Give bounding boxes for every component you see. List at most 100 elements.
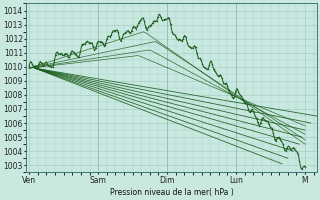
Point: [185, 41, 190, 45]
Point: [78, 50, 83, 53]
Point: [301, 165, 306, 168]
Point: [201, 65, 206, 69]
Point: [223, 82, 228, 85]
Point: [275, 137, 280, 140]
Point: [196, 56, 201, 59]
Point: [262, 119, 268, 122]
Point: [244, 102, 249, 105]
Point: [101, 44, 107, 47]
Point: [161, 18, 166, 22]
Point: [208, 60, 213, 63]
Point: [226, 89, 231, 92]
Point: [186, 45, 191, 48]
Point: [214, 72, 219, 75]
Point: [292, 146, 297, 150]
Point: [61, 54, 67, 57]
Point: [171, 33, 176, 36]
Point: [81, 42, 86, 46]
Point: [129, 29, 134, 33]
Point: [64, 52, 69, 55]
Point: [75, 55, 80, 58]
Point: [246, 107, 251, 110]
Point: [121, 33, 126, 36]
Point: [165, 17, 170, 20]
Point: [115, 30, 120, 33]
Point: [233, 90, 238, 93]
Point: [144, 28, 149, 31]
Point: [135, 25, 140, 28]
Point: [138, 19, 143, 23]
Point: [169, 30, 174, 33]
Point: [178, 38, 183, 41]
Point: [103, 43, 108, 46]
Point: [190, 46, 195, 50]
Point: [124, 31, 129, 34]
Point: [163, 18, 168, 21]
Point: [119, 37, 124, 40]
Point: [157, 13, 162, 16]
Point: [286, 145, 291, 148]
Point: [100, 41, 105, 44]
Point: [297, 159, 302, 162]
Point: [294, 150, 299, 153]
Point: [279, 140, 284, 143]
Point: [151, 19, 156, 23]
Point: [188, 45, 193, 49]
Point: [160, 19, 165, 22]
Point: [92, 48, 97, 51]
Point: [122, 32, 127, 35]
Point: [298, 166, 303, 169]
Point: [203, 66, 208, 69]
Point: [107, 35, 112, 38]
Point: [219, 76, 224, 79]
Point: [271, 131, 276, 134]
Point: [96, 40, 101, 43]
Point: [125, 29, 130, 32]
Point: [32, 64, 37, 68]
Point: [269, 127, 274, 130]
Point: [128, 32, 133, 35]
Point: [132, 25, 137, 29]
Point: [28, 60, 33, 63]
Point: [86, 41, 91, 44]
Point: [272, 137, 277, 141]
Point: [198, 58, 204, 62]
Point: [222, 82, 227, 86]
Point: [243, 101, 248, 104]
Point: [273, 139, 278, 143]
Point: [156, 15, 161, 18]
Point: [153, 20, 158, 23]
Point: [302, 165, 308, 168]
Point: [27, 64, 32, 67]
Point: [237, 93, 243, 96]
Point: [97, 40, 102, 43]
Point: [76, 55, 82, 59]
Point: [42, 63, 47, 66]
Point: [251, 111, 256, 114]
Point: [41, 64, 46, 68]
Point: [94, 42, 100, 45]
Point: [68, 52, 73, 55]
Point: [250, 108, 255, 111]
Point: [45, 62, 50, 65]
Point: [84, 41, 89, 44]
Point: [114, 28, 119, 32]
Point: [296, 152, 301, 156]
Point: [35, 65, 40, 68]
Point: [53, 53, 58, 57]
Point: [67, 56, 72, 59]
Point: [88, 41, 93, 45]
Point: [215, 74, 220, 77]
Point: [143, 26, 148, 29]
Point: [248, 109, 253, 112]
Point: [183, 36, 188, 39]
Point: [197, 57, 202, 60]
Point: [217, 74, 222, 77]
Point: [268, 125, 273, 129]
Point: [179, 39, 184, 43]
Point: [142, 19, 147, 22]
Point: [300, 167, 305, 170]
Point: [232, 95, 237, 98]
Point: [252, 114, 258, 117]
Point: [72, 52, 77, 55]
